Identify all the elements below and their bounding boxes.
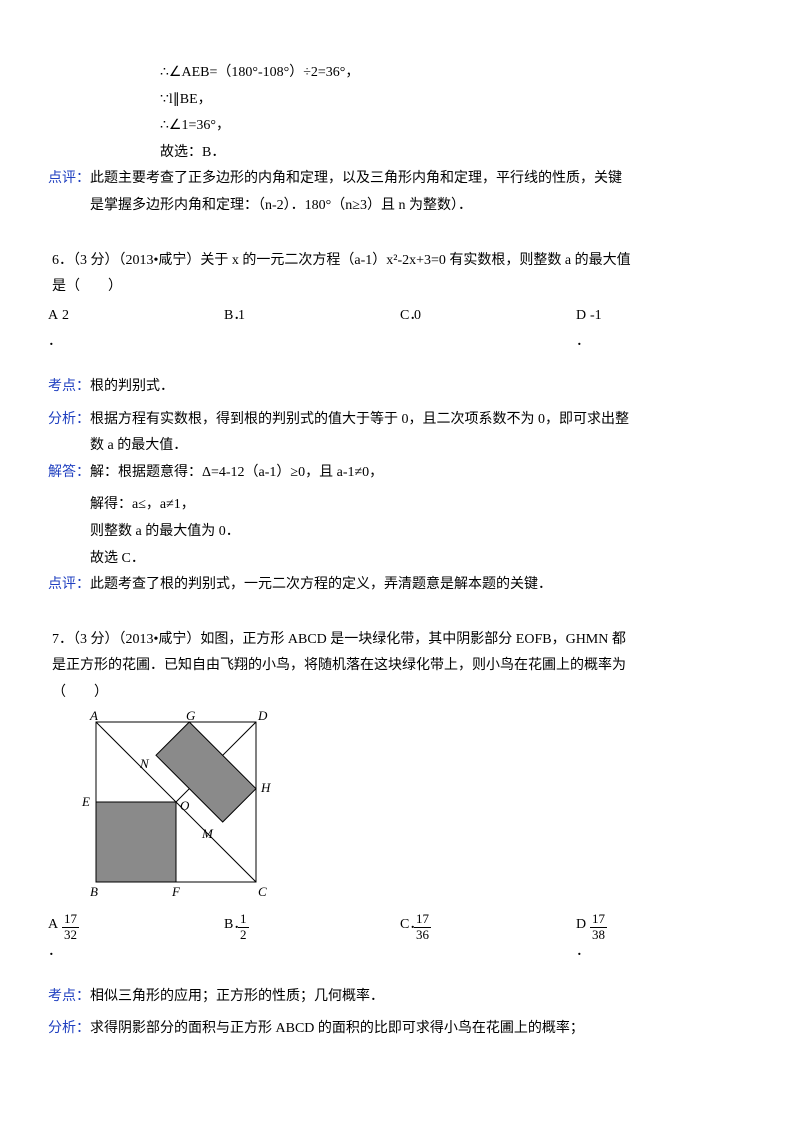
- line: ∴∠AEB=（180°-108°）÷2=36°，: [160, 60, 752, 87]
- q6-kaodian: 考点： 根的判别式．: [48, 374, 752, 401]
- opt-c-letter: C．: [400, 912, 414, 939]
- lbl-A: A: [89, 710, 98, 723]
- fenxi-text: 根据方程有实数根，得到根的判别式的值大于等于 0，且二次项系数不为 0，即可求出…: [90, 407, 752, 460]
- lbl-M: M: [201, 826, 214, 841]
- prev-solution-tail: ∴∠AEB=（180°-108°）÷2=36°， ∵l∥BE， ∴∠1=36°，…: [48, 60, 752, 166]
- lbl-N: N: [139, 756, 150, 771]
- opt-b-letter: B．: [224, 912, 238, 939]
- q7-kaodian: 考点： 相似三角形的应用；正方形的性质；几何概率．: [48, 984, 752, 1011]
- q7-stem: 7．（3 分）（2013•咸宁）如图，正方形 ABCD 是一块绿化带，其中阴影部…: [48, 627, 752, 707]
- opt-d-val: 1738: [590, 912, 752, 942]
- line: ∴∠1=36°，: [160, 113, 752, 140]
- lbl-E: E: [81, 794, 90, 809]
- opt-b-val: 1: [238, 303, 400, 330]
- line: 故选：B．: [160, 140, 752, 167]
- review-label: 点评：: [48, 166, 90, 219]
- review-block: 点评： 此题主要考查了正多边形的内角和定理，以及三角形内角和定理，平行线的性质，…: [48, 166, 752, 219]
- q6-stem: 6．（3 分）（2013•咸宁）关于 x 的一元二次方程（a-1）x²-2x+3…: [48, 248, 752, 301]
- opt-a-val: 2: [62, 303, 224, 330]
- lbl-F: F: [171, 884, 181, 899]
- review-text: 此题主要考查了正多边形的内角和定理，以及三角形内角和定理，平行线的性质，关键 是…: [90, 166, 752, 219]
- fenxi-text: 求得阴影部分的面积与正方形 ABCD 的面积的比即可求得小鸟在花圃上的概率；: [90, 1016, 752, 1043]
- opt-d-val: -1: [590, 303, 752, 330]
- lbl-D: D: [257, 710, 268, 723]
- q6-fenxi: 分析： 根据方程有实数根，得到根的判别式的值大于等于 0，且二次项系数不为 0，…: [48, 407, 752, 460]
- kaodian-text: 相似三角形的应用；正方形的性质；几何概率．: [90, 984, 752, 1011]
- opt-b-val: 12: [238, 912, 400, 942]
- q7-figure: A G D N H E O M B F C: [76, 710, 276, 910]
- dianping-label: 点评：: [48, 572, 90, 599]
- opt-c-val: 1736: [414, 912, 576, 942]
- opt-d-letter: D．: [576, 303, 590, 356]
- lbl-O: O: [180, 798, 190, 813]
- kaodian-label: 考点：: [48, 374, 90, 401]
- q6-options: A．2 B．1 C．0 D．-1: [48, 303, 752, 356]
- kaodian-text: 根的判别式．: [90, 374, 752, 401]
- q7-options: A． 1732 B． 12 C． 1736 D． 1738: [48, 912, 752, 965]
- kaodian-label: 考点：: [48, 984, 90, 1011]
- opt-d-letter: D．: [576, 912, 590, 965]
- line: ∵l∥BE，: [160, 87, 752, 114]
- opt-a-val: 1732: [62, 912, 224, 942]
- lbl-C: C: [258, 884, 267, 899]
- jieda-label: 解答：: [48, 460, 90, 572]
- opt-b-letter: B．: [224, 303, 238, 330]
- lbl-H: H: [260, 780, 271, 795]
- opt-c-val: 0: [414, 303, 576, 330]
- jieda-text: 解：根据题意得：Δ=4-12（a-1）≥0，且 a-1≠0， 解得：a≤，a≠1…: [90, 460, 752, 572]
- opt-c-letter: C．: [400, 303, 414, 330]
- lbl-G: G: [186, 710, 196, 723]
- q6-dianping: 点评： 此题考查了根的判别式，一元二次方程的定义，弄清题意是解本题的关键．: [48, 572, 752, 599]
- fenxi-label: 分析：: [48, 407, 90, 460]
- q6-jieda: 解答： 解：根据题意得：Δ=4-12（a-1）≥0，且 a-1≠0， 解得：a≤…: [48, 460, 752, 572]
- lbl-B: B: [90, 884, 98, 899]
- opt-a-letter: A．: [48, 912, 62, 965]
- opt-a-letter: A．: [48, 303, 62, 356]
- fenxi-label: 分析：: [48, 1016, 90, 1043]
- dianping-text: 此题考查了根的判别式，一元二次方程的定义，弄清题意是解本题的关键．: [90, 572, 752, 599]
- q7-fenxi: 分析： 求得阴影部分的面积与正方形 ABCD 的面积的比即可求得小鸟在花圃上的概…: [48, 1016, 752, 1043]
